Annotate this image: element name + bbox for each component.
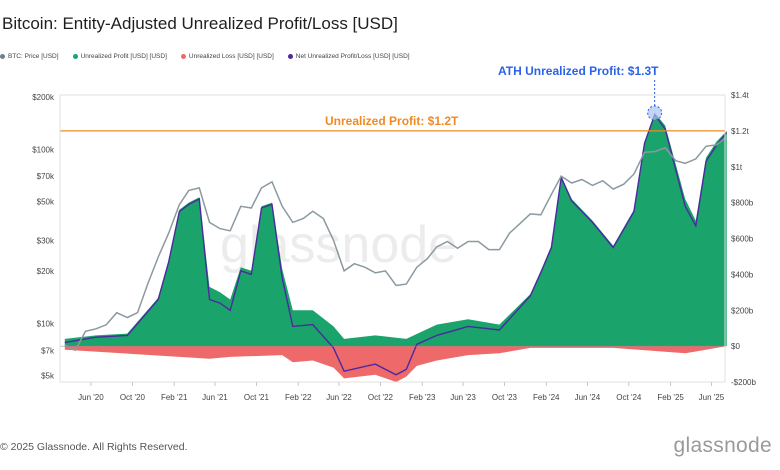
left-tick-label: $100k (32, 145, 55, 154)
x-tick-label: Feb '21 (161, 393, 188, 402)
legend-item-net-unrealized[interactable]: Net Unrealized Profit/Loss [USD] [USD] (287, 53, 410, 60)
x-tick-label: Feb '23 (409, 393, 436, 402)
right-tick-label: $0 (731, 342, 740, 351)
left-tick-label: $20k (37, 267, 55, 276)
copyright: © 2025 Glassnode. All Rights Reserved. (0, 441, 188, 453)
right-tick-label: $200b (731, 306, 754, 315)
left-tick-label: $50k (37, 198, 55, 207)
legend: BTC: Price [USD] Unrealized Profit [USD]… (0, 53, 410, 60)
legend-item-unrealized-profit[interactable]: Unrealized Profit [USD] [USD] (72, 53, 167, 60)
x-tick-label: Jun '22 (326, 393, 352, 402)
plot-frame (59, 94, 726, 383)
right-tick-label: $400b (731, 270, 754, 279)
brand-logo: glassnode (673, 434, 772, 457)
series-net-unrealized-line (64, 113, 728, 376)
legend-label: BTC: Price [USD] (8, 53, 59, 60)
legend-dot (72, 54, 78, 59)
left-tick-label: $30k (37, 236, 55, 245)
x-tick-label: Oct '21 (244, 393, 270, 402)
x-tick-label: Feb '25 (657, 393, 684, 402)
ath-marker (647, 105, 663, 121)
x-tick-label: Oct '24 (616, 393, 642, 402)
legend-item-unrealized-loss[interactable]: Unrealized Loss [USD] [USD] (180, 53, 274, 60)
legend-label: Net Unrealized Profit/Loss [USD] [USD] (295, 53, 410, 60)
x-tick-label: Jun '25 (699, 393, 725, 402)
x-tick-label: Jun '20 (78, 393, 104, 402)
right-tick-label: $1.2t (731, 127, 750, 136)
right-tick-label: -$200b (731, 378, 756, 387)
right-tick-label: $800b (731, 199, 754, 208)
x-tick-label: Feb '22 (285, 393, 312, 402)
page-title: Bitcoin: Entity-Adjusted Unrealized Prof… (2, 14, 398, 33)
legend-label: Unrealized Loss [USD] [USD] (188, 53, 274, 60)
ath-annotation: ATH Unrealized Profit: $1.3T (498, 64, 659, 78)
series-unrealized-profit-area (64, 112, 727, 347)
x-tick-label: Oct '22 (368, 393, 394, 402)
legend-label: Unrealized Profit [USD] [USD] (80, 53, 167, 60)
left-tick-label: $7k (41, 346, 55, 355)
legend-dot (0, 54, 5, 59)
right-tick-label: $1t (731, 163, 743, 172)
right-tick-label: $1.4t (731, 91, 750, 100)
x-tick-label: Oct '23 (492, 393, 518, 402)
series-btc-price-line (64, 136, 728, 352)
chart-svg: glassnode $5k$7k$10k$20k$30k$50k$70k$100… (32, 64, 756, 402)
legend-item-price[interactable]: BTC: Price [USD] (0, 53, 59, 60)
right-tick-label: $600b (731, 235, 754, 244)
current-profit-annotation: Unrealized Profit: $1.2T (325, 114, 459, 128)
series-unrealized-loss-area (64, 346, 727, 382)
left-tick-label: $200k (32, 93, 55, 102)
left-tick-label: $70k (37, 172, 55, 181)
x-tick-label: Feb '24 (533, 393, 560, 402)
legend-dot (287, 54, 293, 59)
x-tick-label: Jun '24 (575, 393, 601, 402)
x-tick-label: Oct '20 (120, 393, 146, 402)
legend-dot (180, 54, 186, 59)
x-tick-label: Jun '21 (202, 393, 228, 402)
left-tick-label: $10k (37, 319, 55, 328)
x-tick-label: Jun '23 (450, 393, 476, 402)
left-tick-label: $5k (41, 372, 55, 381)
